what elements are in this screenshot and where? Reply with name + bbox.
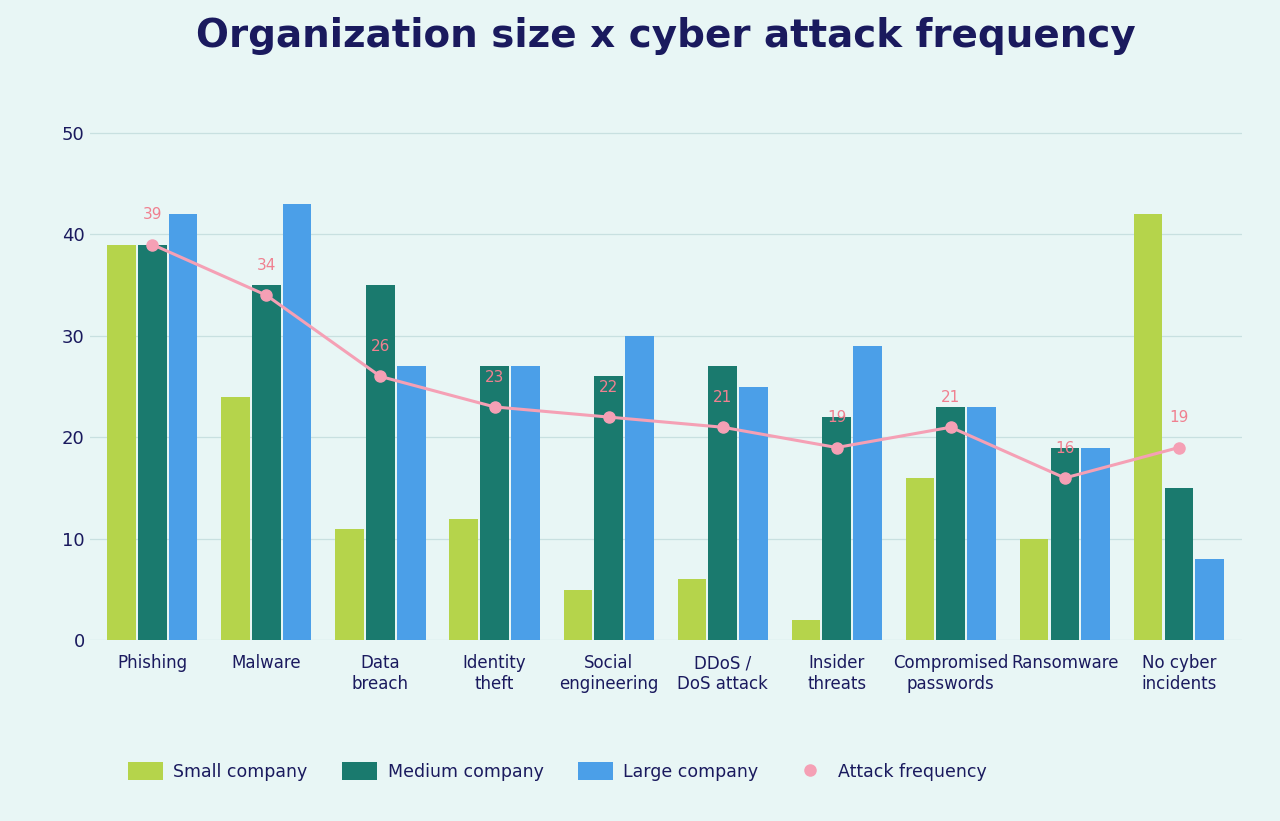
Bar bbox=[1020, 539, 1048, 640]
Bar bbox=[1196, 559, 1224, 640]
Bar bbox=[563, 589, 593, 640]
Bar bbox=[169, 214, 197, 640]
Text: 22: 22 bbox=[599, 380, 618, 395]
Bar bbox=[252, 285, 280, 640]
Bar bbox=[335, 529, 364, 640]
Bar bbox=[1082, 447, 1110, 640]
Bar bbox=[108, 245, 136, 640]
Bar bbox=[937, 407, 965, 640]
Bar bbox=[854, 346, 882, 640]
Legend: Small company, Medium company, Large company, Attack frequency: Small company, Medium company, Large com… bbox=[122, 755, 995, 788]
Bar bbox=[511, 366, 540, 640]
Text: 16: 16 bbox=[1055, 441, 1074, 456]
Bar bbox=[594, 377, 623, 640]
Bar bbox=[283, 204, 311, 640]
Bar bbox=[397, 366, 425, 640]
Bar bbox=[906, 478, 934, 640]
Bar bbox=[739, 387, 768, 640]
Text: 19: 19 bbox=[827, 410, 846, 425]
Bar bbox=[1051, 447, 1079, 640]
Bar bbox=[968, 407, 996, 640]
Text: 23: 23 bbox=[485, 369, 504, 384]
Text: 26: 26 bbox=[371, 339, 390, 354]
Text: 34: 34 bbox=[257, 258, 276, 273]
Bar bbox=[708, 366, 737, 640]
Bar bbox=[480, 366, 508, 640]
Bar bbox=[138, 245, 166, 640]
Bar bbox=[791, 620, 820, 640]
Text: 39: 39 bbox=[142, 207, 163, 222]
Text: 21: 21 bbox=[941, 390, 960, 405]
Bar bbox=[625, 336, 654, 640]
Text: 19: 19 bbox=[1169, 410, 1189, 425]
Bar bbox=[677, 580, 707, 640]
Bar bbox=[1165, 488, 1193, 640]
Bar bbox=[823, 417, 851, 640]
Bar bbox=[449, 519, 477, 640]
Bar bbox=[221, 397, 250, 640]
Title: Organization size x cyber attack frequency: Organization size x cyber attack frequen… bbox=[196, 17, 1135, 55]
Bar bbox=[366, 285, 394, 640]
Bar bbox=[1134, 214, 1162, 640]
Text: 21: 21 bbox=[713, 390, 732, 405]
